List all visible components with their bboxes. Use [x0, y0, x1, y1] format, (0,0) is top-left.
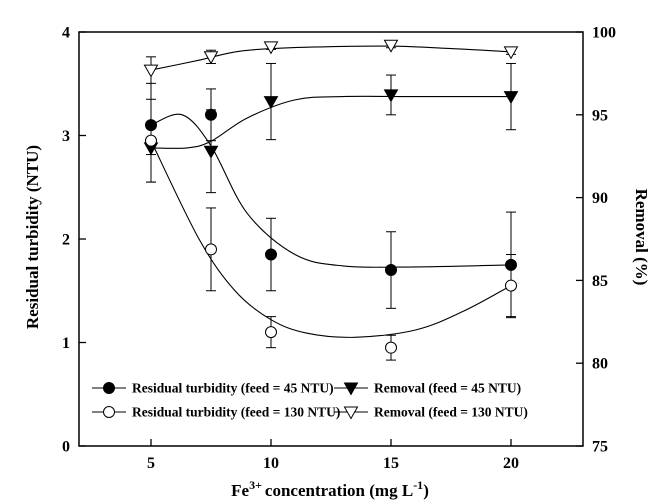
y-tick-label: 3 — [62, 128, 70, 145]
data-point-series-1 — [205, 108, 217, 121]
data-point-series-4 — [203, 51, 219, 65]
data-point-series-4 — [383, 39, 399, 53]
data-point-series-4 — [143, 64, 159, 78]
x-tick-label: 15 — [383, 455, 399, 472]
data-point-series-4 — [263, 41, 279, 55]
data-point-series-2 — [203, 145, 219, 159]
data-point-series-2 — [263, 96, 279, 110]
data-point-series-1 — [505, 258, 517, 271]
legend-marker-series-4 — [343, 406, 359, 420]
legend-marker-series-2 — [343, 382, 359, 396]
y-tick-label: 2 — [62, 232, 70, 249]
x-axis-title-prefix: Fe — [231, 481, 249, 500]
x-tick-label: 5 — [147, 455, 155, 472]
data-point-series-3 — [385, 341, 397, 354]
y-tick-label: 4 — [62, 25, 70, 42]
data-point-series-3 — [265, 326, 277, 339]
data-point-series-1 — [265, 248, 277, 261]
fit-curve-series-2 — [150, 95, 511, 149]
fit-curve-series-4 — [150, 45, 512, 71]
y-tick-label: 0 — [62, 439, 70, 456]
data-point-series-2 — [383, 89, 399, 103]
fit-curves — [150, 45, 512, 338]
fit-curve-series-3 — [150, 140, 512, 338]
axis-ticks: 5 10 15 20 0 1 2 3 4 75 80 85 90 95 100 — [62, 25, 616, 473]
y2-tick-label: 95 — [592, 107, 608, 124]
x-axis-title-superscript: -1 — [413, 478, 423, 492]
y-axis-title: Residual turbidity (NTU) — [23, 145, 42, 329]
y2-tick-label: 85 — [592, 273, 608, 290]
legend-label-series-3: Residual turbidity (feed = 130 NTU) — [132, 405, 340, 420]
y2-axis-title: Removal (%) — [632, 189, 651, 286]
y-tick-label: 1 — [62, 335, 70, 352]
x-axis-title-prefix-superscript: 3+ — [249, 478, 262, 492]
x-tick-label: 10 — [263, 455, 279, 472]
x-axis-title-main: concentration (mg L — [265, 481, 413, 500]
data-markers — [143, 39, 519, 354]
legend-label-series-1: Residual turbidity (feed = 45 NTU) — [132, 381, 334, 396]
data-point-series-4 — [503, 46, 519, 60]
legend: Residual turbidity (feed = 45 NTU) Remova… — [92, 381, 528, 420]
fit-curve-series-1 — [150, 113, 512, 268]
legend-marker-series-1 — [103, 382, 115, 394]
y2-tick-label: 90 — [592, 190, 608, 207]
data-point-series-3 — [145, 134, 157, 147]
data-point-series-3 — [505, 279, 517, 292]
legend-marker-series-3 — [103, 406, 115, 418]
data-point-series-2 — [503, 91, 519, 105]
x-axis-title-suffix: ) — [423, 481, 429, 500]
data-point-series-3 — [205, 243, 217, 256]
y2-tick-label: 100 — [592, 25, 616, 42]
x-axis-title: Fe3+ concentration (mg L-1) — [231, 478, 429, 500]
y2-tick-label: 75 — [592, 439, 608, 456]
legend-label-series-2: Removal (feed = 45 NTU) — [374, 381, 521, 396]
x-tick-label: 20 — [503, 455, 519, 472]
data-point-series-1 — [385, 264, 397, 277]
y2-tick-label: 80 — [592, 356, 608, 373]
legend-label-series-4: Removal (feed = 130 NTU) — [374, 405, 528, 420]
data-point-series-1 — [145, 119, 157, 132]
